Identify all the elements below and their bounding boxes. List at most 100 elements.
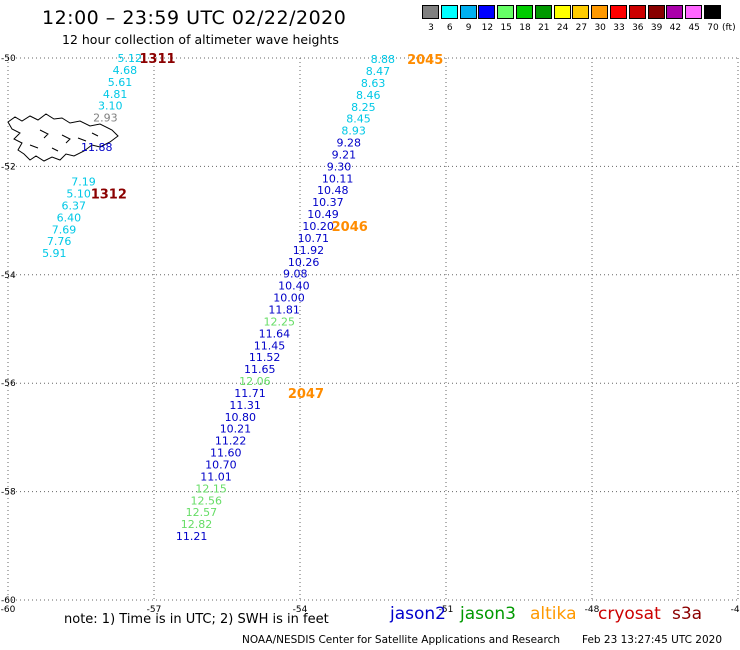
scale-label: 18 — [519, 23, 531, 33]
scale-label: 30 — [594, 23, 606, 33]
scale-swatch — [478, 5, 496, 19]
scale-label: 9 — [465, 23, 472, 33]
wave-height-value: 2.93 — [93, 112, 118, 125]
wave-height-value: 7.76 — [47, 235, 72, 248]
lat-tick-label: -56 — [1, 379, 16, 389]
falkland-islands-outline — [7, 113, 119, 162]
scale-swatch — [572, 5, 590, 19]
scale-unit: (ft) — [722, 23, 736, 33]
wave-height-value: 12.57 — [186, 506, 218, 519]
wave-height-value: 7.69 — [52, 223, 77, 236]
lon-tick-label: -60 — [1, 605, 16, 615]
falkland-islands-coastline — [7, 113, 119, 162]
lon-tick-label: -51 — [439, 605, 454, 615]
wave-height-value: 10.71 — [298, 232, 330, 245]
scale-swatch — [553, 5, 571, 19]
wave-height-value: 10.80 — [225, 411, 256, 424]
lat-tick-label: -52 — [1, 162, 16, 172]
wave-height-value: 11.52 — [249, 351, 281, 364]
scale-swatch — [666, 5, 684, 19]
lat-tick-label: -58 — [1, 488, 16, 498]
lat-tick-label: -60 — [1, 596, 16, 606]
wave-height-value: 8.45 — [346, 113, 371, 126]
axis-tick-labels: -60 -57 -54 -51 -48 -45 -50 -52 -54 -56 -58 -60 — [1, 54, 740, 615]
wave-height-value: 11.22 — [215, 435, 247, 448]
wave-height-value: 4.68 — [113, 64, 138, 77]
scale-swatch — [497, 5, 515, 19]
wave-height-value: 9.30 — [327, 160, 352, 173]
scale-swatch — [422, 5, 439, 19]
scale-label: 12 — [481, 23, 494, 33]
wave-height-value: 11.65 — [244, 363, 275, 376]
wave-height-value: 10.48 — [317, 184, 349, 197]
wave-height-value: 8.93 — [341, 125, 366, 138]
scale-label: 36 — [632, 23, 644, 33]
track-time-label: 2046 — [332, 220, 368, 235]
lon-tick-label: -45 — [731, 605, 740, 615]
wave-height-value: 4.81 — [103, 88, 128, 101]
scale-label: 45 — [688, 23, 700, 33]
track-time-label: 2047 — [288, 387, 324, 402]
lat-tick-label: -54 — [1, 271, 16, 281]
wave-height-value: 9.21 — [332, 148, 357, 161]
scale-swatch — [440, 5, 458, 19]
footer-note: note: 1) Time is in UTC; 2) SWH is in fe… — [64, 612, 329, 627]
footer-timestamp: Feb 23 13:27:45 UTC 2020 — [582, 634, 722, 646]
satellite-name: jason3 — [460, 604, 516, 624]
wave-height-value: 10.00 — [273, 292, 305, 305]
wave-height-value: 8.88 — [371, 53, 396, 66]
wave-height-value: 11.81 — [268, 303, 300, 316]
wave-height-value: 5.12 — [118, 52, 143, 65]
satellite-name: s3a — [672, 604, 703, 624]
wave-height-value: 12.06 — [239, 375, 271, 388]
wave-height-value: 11.01 — [200, 470, 232, 483]
wave-height-value: 12.82 — [181, 518, 213, 531]
wave-height-value: 12.56 — [191, 494, 223, 507]
wave-height-value: 6.37 — [62, 199, 87, 212]
scale-label: 3 — [428, 23, 434, 33]
wave-height-value: 10.37 — [312, 196, 344, 209]
wave-height-value: 11.92 — [293, 244, 325, 257]
satellite-name: cryosat — [598, 604, 661, 624]
lon-tick-label: -54 — [293, 605, 308, 615]
wave-height-value: 11.88 — [81, 141, 113, 154]
wave-height-value: 11.60 — [210, 447, 242, 460]
wave-height-value: 10.49 — [307, 208, 339, 221]
altimeter-tracks: 5.124.685.614.813.102.93 11.88 7.195.106.3… — [42, 52, 443, 543]
track-time-label: 1312 — [91, 188, 127, 203]
scale-label: 27 — [575, 23, 588, 33]
satellite-name: altika — [530, 604, 577, 624]
scale-swatch — [647, 5, 665, 19]
map-grid — [7, 57, 739, 601]
scale-swatch — [516, 5, 533, 19]
scale-label: 70 — [707, 23, 719, 33]
wave-height-value: 8.47 — [366, 65, 391, 78]
lon-tick-label: -57 — [147, 605, 162, 615]
page-subtitle: 12 hour collection of altimeter wave hei… — [62, 32, 339, 47]
wave-height-value: 8.25 — [351, 101, 376, 114]
wave-height-value: 11.21 — [176, 530, 208, 543]
wave-height-value: 3.10 — [98, 100, 123, 113]
footer-organization: NOAA/NESDIS Center for Satellite Applica… — [242, 634, 560, 646]
scale-label: 39 — [650, 23, 663, 33]
scale-swatch — [534, 5, 552, 19]
scale-swatch — [685, 5, 703, 19]
wave-height-value: 11.64 — [259, 327, 291, 340]
wave-height-value: 10.11 — [322, 172, 354, 185]
wave-height-value: 10.20 — [302, 220, 334, 233]
wave-height-value: 5.61 — [108, 76, 132, 89]
wave-height-value: 9.08 — [283, 268, 308, 281]
wave-height-value: 10.70 — [205, 459, 237, 472]
wave-height-value: 11.71 — [234, 387, 265, 400]
scale-swatch — [610, 5, 627, 19]
wave-height-value: 7.19 — [71, 176, 96, 189]
wave-height-value: 5.91 — [42, 247, 67, 260]
track-time-label: 2045 — [407, 53, 443, 68]
wave-height-value: 12.15 — [195, 482, 227, 495]
scale-swatch — [628, 5, 646, 19]
wave-height-value: 6.40 — [57, 211, 82, 224]
scale-label: 21 — [538, 23, 550, 33]
scale-swatch — [459, 5, 477, 19]
scale-swatch — [591, 5, 609, 19]
wave-height-value: 12.25 — [264, 315, 296, 328]
